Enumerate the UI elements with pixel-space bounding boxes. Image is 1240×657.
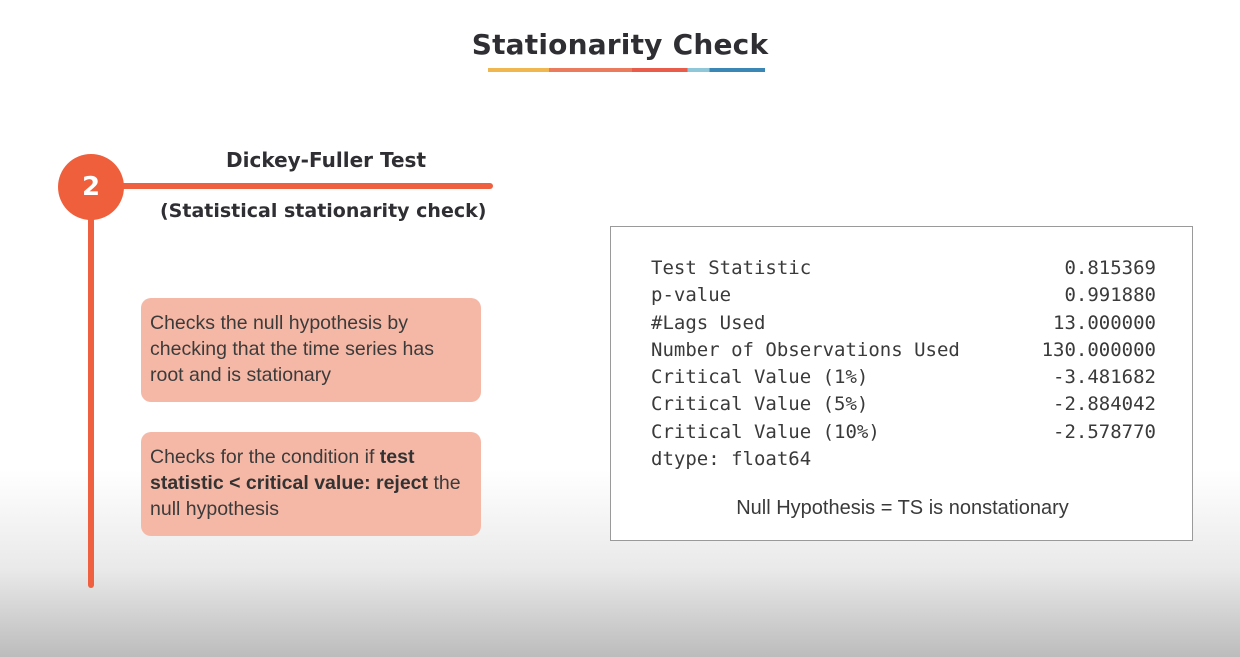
result-value: 130.000000 xyxy=(1041,338,1156,361)
result-label: Critical Value (1%) xyxy=(651,366,869,389)
step-number-badge: 2 xyxy=(58,154,124,220)
info-card-text: Checks the null hypothesis by checking t… xyxy=(150,312,434,386)
info-card-text-bold: test statistic < critical value: reject xyxy=(150,446,429,494)
results-table: Test Statistic 0.815369 p-value 0.991880… xyxy=(651,255,1156,473)
result-row: Critical Value (10%) -2.578770 xyxy=(651,419,1156,446)
result-value: 0.991880 xyxy=(1064,284,1156,307)
result-value: -3.481682 xyxy=(1053,366,1156,389)
result-row: Critical Value (5%) -2.884042 xyxy=(651,391,1156,418)
result-label: Critical Value (10%) xyxy=(651,420,880,443)
result-row: p-value 0.991880 xyxy=(651,282,1156,309)
result-label: p-value xyxy=(651,284,732,307)
result-row: #Lags Used 13.000000 xyxy=(651,310,1156,337)
info-card-text-after: the null hypothesis xyxy=(150,472,461,520)
result-label: #Lags Used xyxy=(651,311,766,334)
result-label: Number of Observations Used xyxy=(651,338,960,361)
result-value: -2.578770 xyxy=(1053,420,1156,443)
null-hypothesis-caption: Null Hypothesis = TS is nonstationary xyxy=(736,497,1069,519)
result-row: Test Statistic 0.815369 xyxy=(651,255,1156,282)
test-name: Dickey-Fuller Test xyxy=(226,148,426,172)
title-underline xyxy=(488,68,765,72)
result-value: 13.000000 xyxy=(1053,311,1156,334)
timeline-vertical-line xyxy=(88,180,94,588)
timeline-horizontal-line xyxy=(110,183,493,189)
test-results-panel: Test Statistic 0.815369 p-value 0.991880… xyxy=(610,226,1193,541)
result-value: -2.884042 xyxy=(1053,393,1156,416)
result-row: Number of Observations Used 130.000000 xyxy=(651,337,1156,364)
result-row: Critical Value (1%) -3.481682 xyxy=(651,364,1156,391)
test-subtitle: (Statistical stationarity check) xyxy=(160,200,487,222)
result-value: 0.815369 xyxy=(1064,257,1156,279)
result-label: Critical Value (5%) xyxy=(651,393,869,416)
dtype-label: dtype: float64 xyxy=(651,448,812,471)
result-label: Test Statistic xyxy=(651,257,812,279)
info-card-text-before: Checks for the condition if xyxy=(150,446,380,468)
page-title: Stationarity Check xyxy=(471,28,769,61)
info-card-null-hypothesis: Checks the null hypothesis by checking t… xyxy=(141,298,481,402)
info-card-condition: Checks for the condition if test statist… xyxy=(141,432,481,536)
